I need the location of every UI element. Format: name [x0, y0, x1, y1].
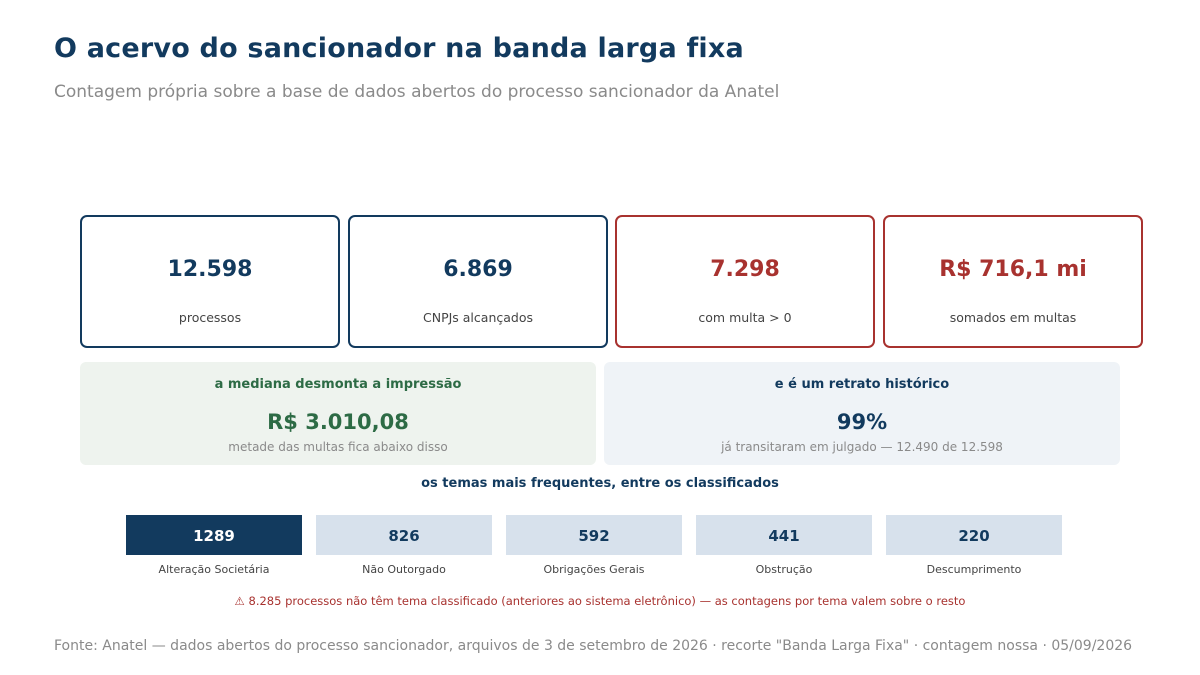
kpi-card-processos: 12.598 processos	[80, 215, 340, 348]
kpi-value: R$ 716,1 mi	[939, 257, 1087, 282]
kpi-label: somados em multas	[949, 310, 1077, 325]
kpi-card-com-multa: 7.298 com multa > 0	[615, 215, 875, 348]
kpi-cards: 12.598 processos 6.869 CNPJs alcançados …	[80, 215, 1146, 351]
history-note: já transitaram em julgado — 12.490 de 12…	[721, 440, 1003, 454]
kpi-value: 6.869	[443, 257, 513, 282]
bar-3	[696, 515, 872, 555]
bar-value-label: 220	[958, 527, 989, 545]
median-heading: a mediana desmonta a impressão	[214, 377, 462, 392]
history-heading: e é um retrato histórico	[774, 377, 950, 392]
category-label: Alteração Societária	[159, 563, 270, 576]
median-value: R$ 3.010,08	[267, 410, 409, 434]
category-label: Obstrução	[756, 563, 813, 576]
category-label: Não Outorgado	[362, 563, 446, 576]
history-panel: e é um retrato histórico 99% já transita…	[604, 362, 1120, 465]
bar-1	[316, 515, 492, 555]
bar-0	[126, 515, 302, 555]
source-note: Fonte: Anatel — dados abertos do process…	[54, 638, 1133, 654]
bar-4	[886, 515, 1062, 555]
bar-value-label: 826	[388, 527, 419, 545]
bar-value-label: 592	[578, 527, 609, 545]
bar-2	[506, 515, 682, 555]
category-label: Obrigações Gerais	[543, 563, 644, 576]
median-panel: a mediana desmonta a impressão R$ 3.010,…	[80, 362, 596, 465]
bar-value-label: 1289	[193, 527, 235, 545]
page-subtitle: Contagem própria sobre a base de dados a…	[54, 82, 780, 102]
history-value: 99%	[836, 410, 888, 434]
kpi-label: CNPJs alcançados	[422, 310, 533, 325]
kpi-label: com multa > 0	[698, 310, 792, 325]
median-note: metade das multas fica abaixo disso	[228, 440, 448, 454]
kpi-value: 12.598	[167, 257, 253, 282]
page-title: O acervo do sancionador na banda larga f…	[54, 33, 744, 64]
kpi-value: 7.298	[710, 257, 780, 282]
bar-value-label: 441	[768, 527, 799, 545]
missing-topic-warning: ⚠ 8.285 processos não têm tema classific…	[234, 594, 966, 608]
kpi-card-cnpjs: 6.869 CNPJs alcançados	[348, 215, 608, 348]
chart-title: os temas mais frequentes, entre os class…	[421, 476, 779, 491]
kpi-card-total-multas: R$ 716,1 mi somados em multas	[883, 215, 1143, 348]
category-label: Descumprimento	[927, 563, 1022, 576]
kpi-label: processos	[178, 310, 242, 325]
